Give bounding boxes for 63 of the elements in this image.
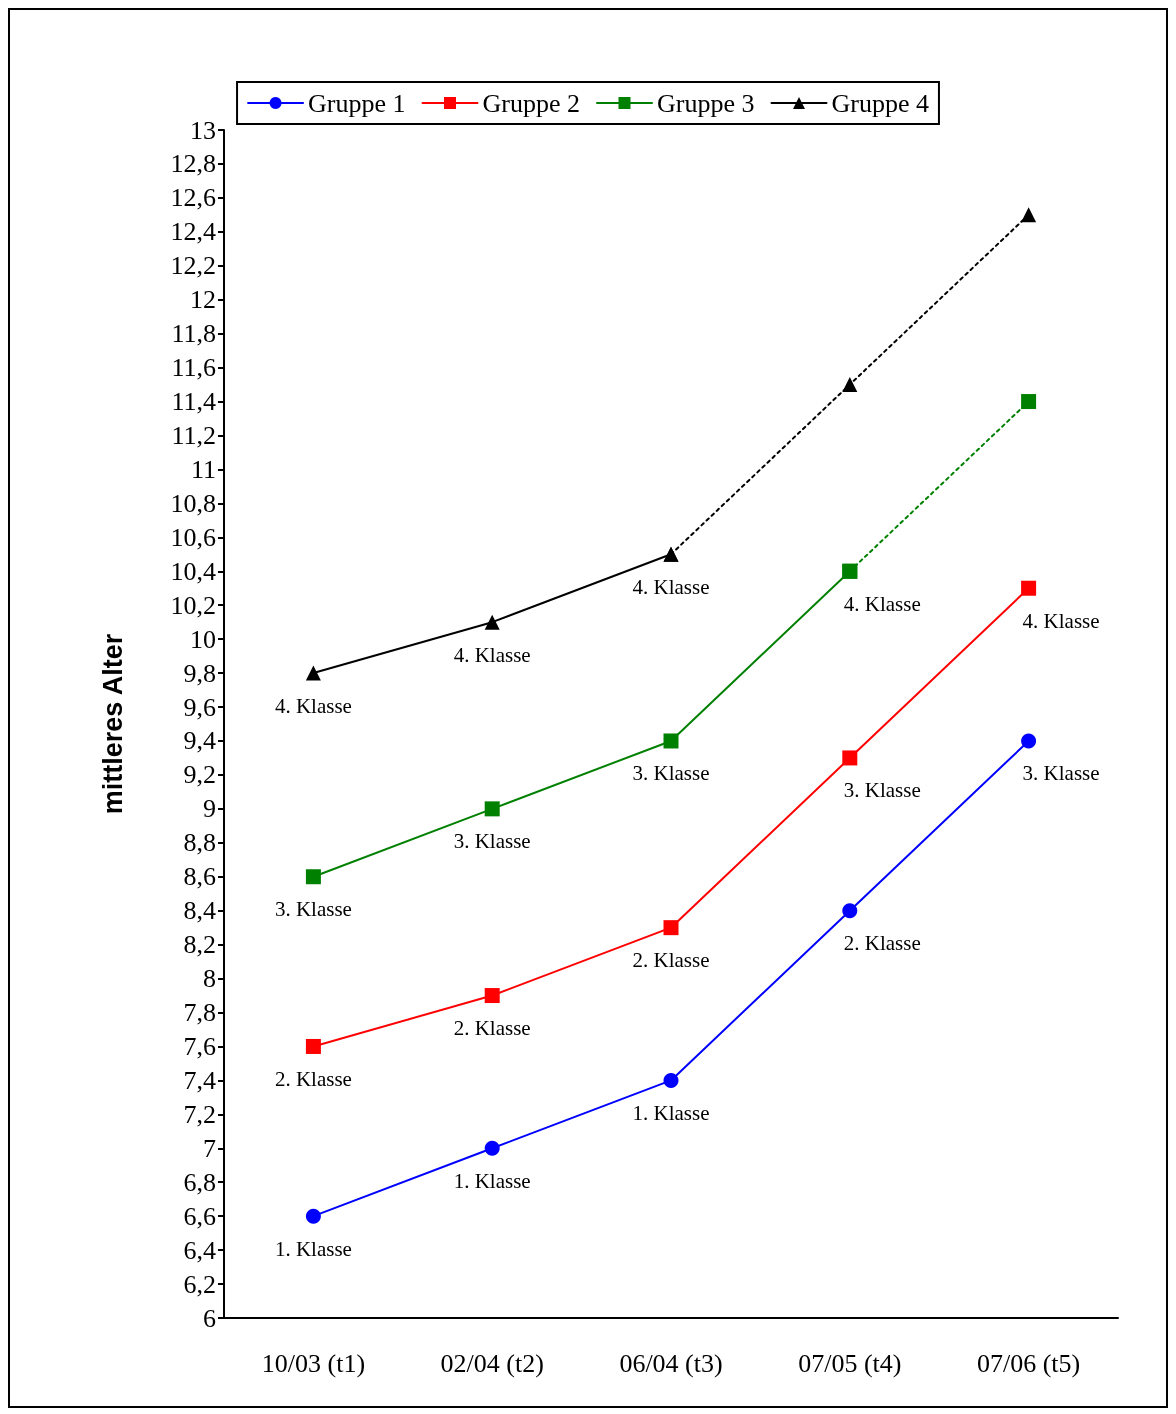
legend-label: Gruppe 4 — [831, 88, 929, 118]
legend-label: Gruppe 1 — [308, 88, 406, 118]
y-tick-label: 7 — [203, 1133, 216, 1163]
x-tick-label: 07/05 (t4) — [798, 1348, 902, 1378]
y-tick-label: 9,4 — [183, 726, 216, 756]
y-tick-label: 11,2 — [171, 420, 216, 450]
x-tick-label: 06/04 (t3) — [619, 1348, 723, 1378]
annotation: 3. Klasse — [274, 897, 352, 922]
annotation: 1. Klasse — [453, 1168, 531, 1193]
annotation: 4. Klasse — [1022, 608, 1100, 633]
x-tick-label: 07/06 (t5) — [976, 1348, 1081, 1378]
y-tick-label: 10,2 — [170, 590, 216, 620]
annotation: 3. Klasse — [453, 829, 531, 854]
y-tick-label: 9,8 — [183, 658, 216, 688]
annotation: 3. Klasse — [632, 761, 710, 786]
y-tick-label: 10,4 — [170, 556, 216, 586]
y-tick-label: 12,8 — [170, 149, 216, 179]
annotation: 3. Klasse — [1022, 761, 1100, 786]
y-tick-label: 11 — [190, 454, 216, 484]
legend-label: Gruppe 2 — [482, 88, 581, 118]
y-tick-label: 7,6 — [183, 1031, 216, 1061]
annotation: 2. Klasse — [453, 1016, 531, 1041]
y-tick-label: 10 — [190, 624, 216, 654]
y-tick-label: 10,8 — [170, 488, 216, 518]
y-tick-label: 12 — [190, 285, 216, 315]
y-tick-label: 10,6 — [170, 522, 216, 552]
y-tick-label: 12,6 — [170, 183, 216, 213]
annotation: 2. Klasse — [274, 1066, 352, 1091]
legend-label: Gruppe 3 — [657, 88, 755, 118]
annotation: 2. Klasse — [632, 948, 710, 973]
y-tick-label: 9,6 — [183, 692, 216, 722]
y-tick-label: 9 — [203, 794, 216, 824]
y-tick-label: 12,2 — [170, 251, 216, 281]
y-tick-label: 8,6 — [183, 862, 216, 892]
y-tick-label: 8,4 — [183, 896, 216, 926]
annotation: 1. Klasse — [632, 1100, 710, 1125]
y-tick-label: 11,6 — [171, 353, 216, 383]
annotation: 1. Klasse — [274, 1236, 352, 1261]
y-tick-label: 8,2 — [183, 930, 216, 960]
y-tick-label: 12,4 — [170, 217, 216, 247]
y-tick-label: 7,2 — [183, 1099, 216, 1129]
x-tick-label: 02/04 (t2) — [440, 1348, 544, 1378]
y-tick-label: 7,8 — [183, 998, 216, 1028]
y-tick-label: 11,4 — [171, 387, 216, 417]
annotation: 3. Klasse — [843, 778, 921, 803]
annotation: 4. Klasse — [632, 574, 710, 599]
y-tick-label: 8 — [203, 964, 216, 994]
y-tick-label: 13 — [190, 115, 216, 145]
y-tick-label: 11,8 — [171, 319, 216, 349]
y-tick-label: 6,8 — [183, 1167, 216, 1197]
y-tick-label: 7,4 — [183, 1065, 216, 1095]
annotation: 4. Klasse — [274, 693, 352, 718]
y-axis-title: mittleres Alter — [97, 633, 128, 815]
y-tick-label: 6,6 — [183, 1201, 216, 1231]
y-tick-label: 6 — [203, 1303, 216, 1333]
annotation: 2. Klasse — [843, 931, 921, 956]
y-tick-label: 6,4 — [183, 1235, 216, 1265]
x-tick-label: 10/03 (t1) — [261, 1348, 366, 1378]
annotation: 4. Klasse — [453, 642, 531, 667]
y-tick-label: 9,2 — [183, 760, 216, 790]
y-tick-label: 8,8 — [183, 828, 216, 858]
annotation: 4. Klasse — [843, 591, 921, 616]
y-tick-label: 6,2 — [183, 1269, 216, 1299]
